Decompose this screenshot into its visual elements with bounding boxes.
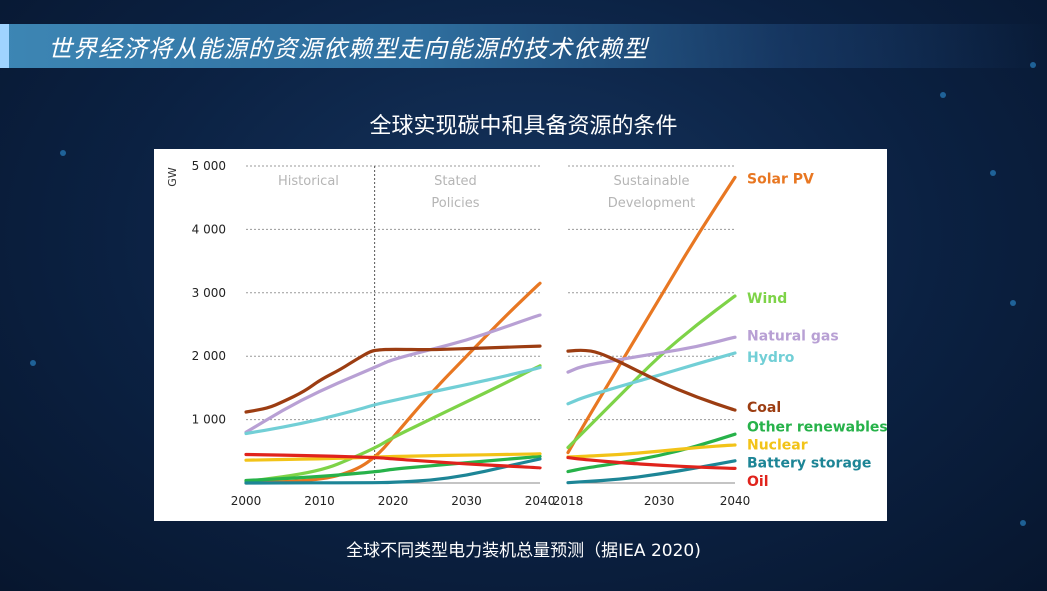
series-line-oil [244, 452, 542, 470]
series-line-coal [244, 344, 542, 414]
chart-panel: GW 1 000 2 000 3 000 4 000 5 000 2000 2010 2020 2… [154, 149, 888, 521]
legend-label-hydro: Hydro [747, 350, 795, 366]
y-tick-label: 2 000 [192, 349, 226, 363]
series-line-other-renewables [566, 432, 737, 474]
decor-dot [30, 360, 36, 366]
section-label: Stated [434, 174, 477, 189]
decor-dot [1030, 62, 1036, 68]
legend-label-wind: Wind [747, 291, 787, 307]
legend-label-coal: Coal [747, 400, 781, 416]
x-tick-label: 2030 [644, 494, 675, 508]
legend-label-natural-gas: Natural gas [747, 328, 839, 344]
chart-svg: GW 1 000 2 000 3 000 4 000 5 000 2000 2010 2020 2… [166, 159, 888, 508]
section-label: Historical [278, 174, 339, 189]
series-line-battery-storage [244, 457, 542, 485]
decor-dot [60, 150, 66, 156]
series-line-other-renewables [244, 454, 542, 483]
y-tick-label: 4 000 [192, 222, 226, 236]
series-line-nuclear [244, 452, 542, 462]
decor-dot [990, 170, 996, 176]
banner-title: 世界经济将从能源的资源依赖型走向能源的技术依赖型 [48, 35, 648, 63]
legend-label-other-renewables: Other renewables [747, 420, 887, 436]
y-axis-unit: GW [166, 167, 179, 187]
section-label: Development [608, 196, 696, 211]
legend-label-battery-storage: Battery storage [747, 456, 871, 472]
series-line-wind [566, 294, 737, 450]
banner-accent-bar [0, 24, 9, 68]
series-line-hydro [244, 366, 542, 436]
x-tick-label: 2018 [553, 494, 584, 508]
series-line-solar-pv [244, 281, 542, 485]
chart-caption: 全球不同类型电力装机总量预测（据IEA 2020) [346, 541, 701, 561]
x-tick-label: 2000 [231, 494, 262, 508]
series-line-wind [244, 364, 542, 484]
series-line-battery-storage [566, 459, 737, 485]
series-line-natural-gas [244, 313, 542, 434]
legend-label-nuclear: Nuclear [747, 437, 808, 453]
chart-title: 全球实现碳中和具备资源的条件 [369, 114, 678, 139]
title-banner: 世界经济将从能源的资源依赖型走向能源的技术依赖型 [0, 24, 1047, 68]
section-label: Policies [431, 196, 479, 211]
series-line-natural-gas [566, 335, 737, 374]
y-tick-label: 3 000 [192, 286, 226, 300]
decor-dot [1010, 300, 1016, 306]
section-label: Sustainable [613, 174, 689, 189]
legend-label-solar-pv: Solar PV [747, 172, 814, 188]
y-tick-label: 1 000 [192, 413, 226, 427]
x-tick-label: 2010 [304, 494, 335, 508]
x-tick-label: 2020 [378, 494, 409, 508]
x-tick-label: 2040 [525, 494, 556, 508]
series-line-coal [566, 348, 737, 412]
decor-dot [940, 92, 946, 98]
decor-dot [1020, 520, 1026, 526]
y-tick-label: 5 000 [192, 159, 226, 173]
series-line-oil [566, 456, 737, 471]
series-line-hydro [566, 351, 737, 406]
x-tick-label: 2030 [451, 494, 482, 508]
x-tick-label: 2040 [720, 494, 751, 508]
legend-label-oil: Oil [747, 474, 769, 490]
series-line-nuclear [566, 443, 737, 459]
